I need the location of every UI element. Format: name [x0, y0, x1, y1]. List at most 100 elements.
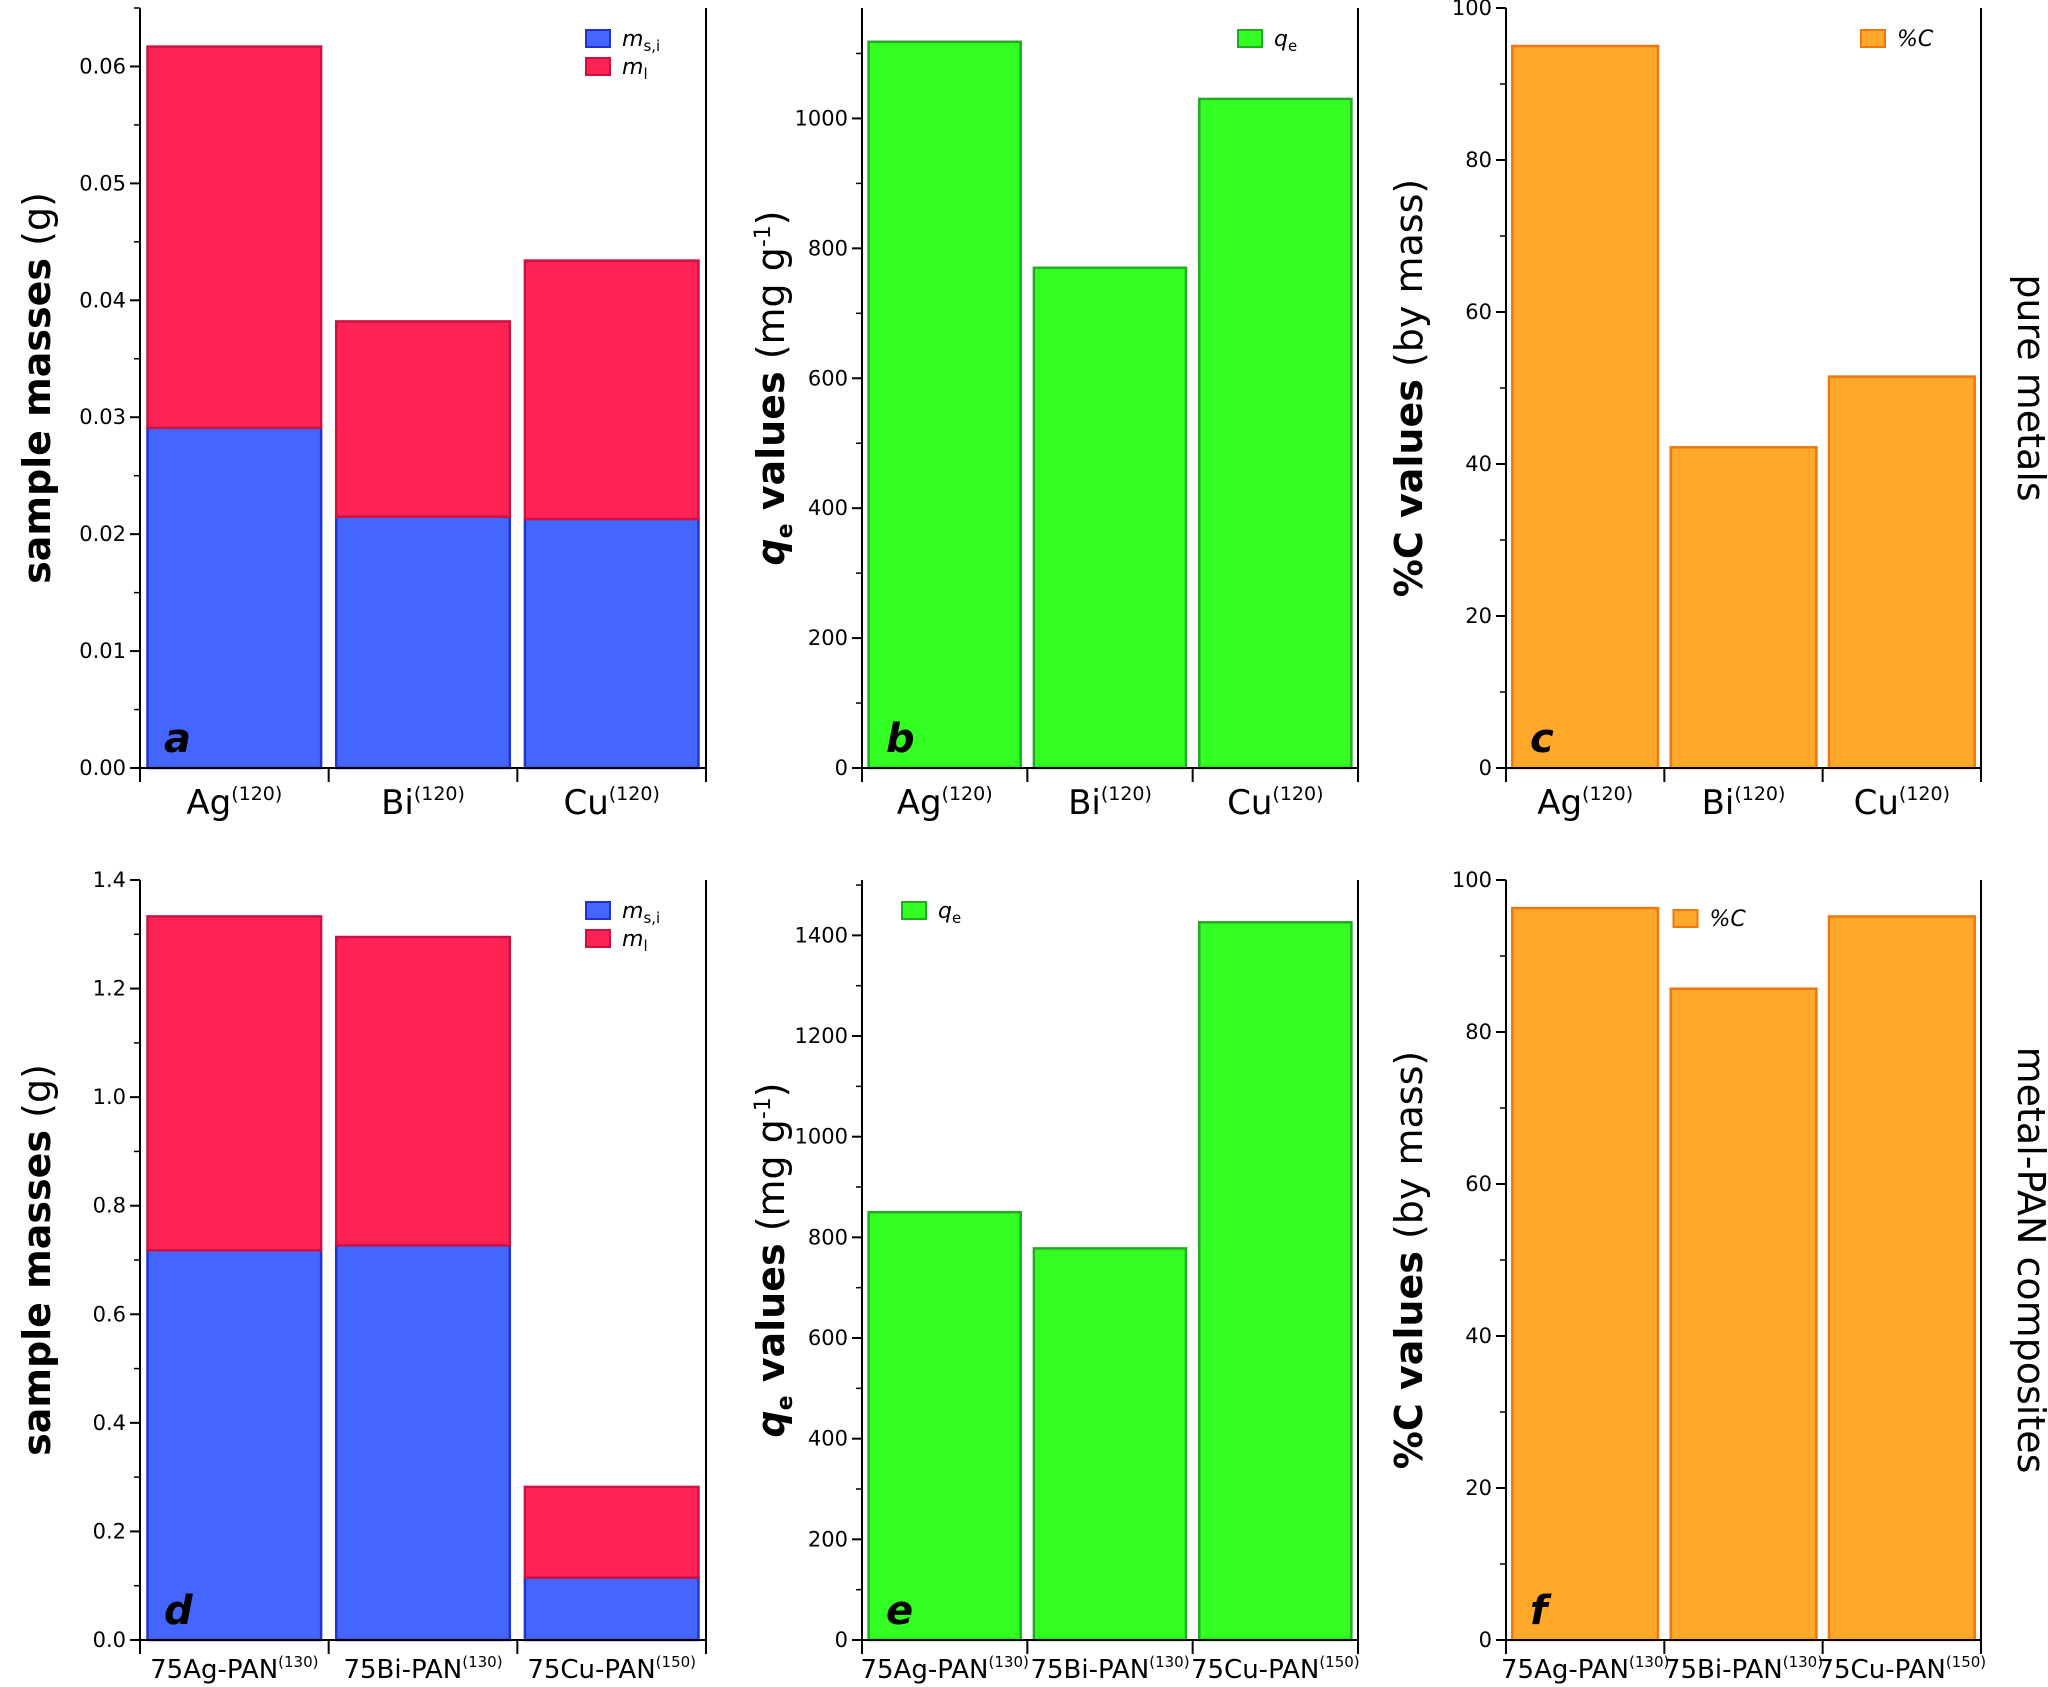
- x-tick-label: Bi(120): [1068, 783, 1152, 823]
- x-tick-label-base: 75Ag-PAN: [860, 1655, 988, 1685]
- ylabel-bold: values: [749, 371, 793, 523]
- y-tick-label: 20: [1465, 604, 1492, 628]
- x-tick-label: 75Bi-PAN(130): [1030, 1653, 1189, 1685]
- y-tick-label: 0.2: [93, 1519, 126, 1543]
- y-tick-label: 0: [1479, 1628, 1492, 1652]
- y-tick-label: 1200: [795, 1024, 848, 1048]
- y-axis-label: %C values (by mass): [1387, 1051, 1431, 1469]
- y-tick-label: 80: [1465, 148, 1492, 172]
- x-tick-label-sup: (150): [1946, 1653, 1986, 1671]
- legend-label: %C: [1710, 907, 1747, 932]
- x-tick-label: Ag(120): [1537, 783, 1633, 823]
- x-tick-label: Bi(120): [381, 783, 465, 823]
- y-tick-label: 100: [1452, 868, 1492, 892]
- legend-sub: e: [1288, 37, 1297, 55]
- legend-swatch: [901, 901, 927, 920]
- legend-sub: s,i: [643, 37, 660, 55]
- y-tick-label: 200: [808, 1527, 848, 1551]
- bar-d-0-0: [146, 1248, 323, 1642]
- x-tick-label: Ag(120): [897, 783, 993, 823]
- legend-label: %C: [1897, 27, 1934, 52]
- legend-name: %C: [1710, 907, 1747, 932]
- bar-c-0-0: [1511, 44, 1660, 770]
- x-tick-label-base: 75Cu-PAN: [1817, 1655, 1945, 1685]
- panel-f: 02040608010075Ag-PAN(130)75Bi-PAN(130)75…: [1387, 868, 1986, 1685]
- bar-e-0-1: [1032, 1247, 1188, 1642]
- y-tick-label: 80: [1465, 1020, 1492, 1044]
- panel-letter: f: [1530, 1588, 1552, 1634]
- x-tick-label: 75Bi-PAN(130): [1664, 1653, 1823, 1685]
- ylabel-bold: %C values: [1387, 1251, 1431, 1469]
- legend-sub: l: [643, 65, 647, 83]
- bar-f-0-2: [1827, 915, 1976, 1642]
- y-axis-label: qe values (mg g-1): [749, 210, 798, 565]
- x-tick-label-base: 75Ag-PAN: [150, 1655, 278, 1685]
- panel-letter: b: [886, 716, 915, 762]
- y-axis-label: sample masses (g): [15, 1064, 59, 1456]
- bar-a-1-1: [334, 320, 512, 518]
- y-tick-label: 200: [808, 626, 848, 650]
- x-tick-label: 75Ag-PAN(130): [1501, 1653, 1669, 1685]
- ylabel-sub: e: [773, 1396, 798, 1411]
- legend-name: m: [622, 899, 643, 924]
- ylabel-sup: -1: [751, 225, 776, 247]
- x-tick-label: Cu(120): [1854, 783, 1950, 823]
- bar-a-1-2: [523, 259, 700, 521]
- x-tick-label-sup: (150): [1319, 1653, 1359, 1671]
- legend-sub: e: [952, 909, 961, 927]
- x-tick-label-base: Bi: [1702, 783, 1735, 823]
- x-tick-label-base: 75Cu-PAN: [527, 1655, 655, 1685]
- x-tick-label: 75Cu-PAN(150): [1191, 1653, 1360, 1685]
- legend-name: q: [1274, 27, 1288, 52]
- x-tick-label-base: 75Ag-PAN: [1501, 1655, 1629, 1685]
- legend-swatch: [1860, 29, 1886, 48]
- y-tick-label: 0.00: [79, 756, 126, 780]
- bar-e-0-2: [1198, 921, 1353, 1642]
- y-tick-label: 0.03: [79, 405, 126, 429]
- legend-sub: l: [643, 937, 647, 955]
- panel-letter: e: [886, 1588, 913, 1634]
- y-tick-label: 40: [1465, 452, 1492, 476]
- x-tick-label-sup: (130): [1783, 1653, 1823, 1671]
- x-tick-label-base: 75Bi-PAN: [343, 1655, 462, 1685]
- legend-name: %C: [1897, 27, 1934, 52]
- y-tick-label: 0.04: [79, 288, 126, 312]
- ylabel-bold: %C values: [1387, 379, 1431, 597]
- y-tick-label: 800: [808, 236, 848, 260]
- x-tick-label: 75Ag-PAN(130): [150, 1653, 318, 1685]
- x-tick-label: 75Bi-PAN(130): [343, 1653, 502, 1685]
- y-tick-label: 1400: [795, 923, 848, 947]
- x-tick-label-base: Cu: [563, 783, 608, 823]
- bar-d-1-0: [146, 915, 323, 1252]
- legend-name: q: [938, 899, 952, 924]
- bar-f-0-0: [1511, 906, 1660, 1642]
- row-label-bottom: metal-PAN composites: [2009, 1047, 2048, 1474]
- bar-b-0-2: [1198, 97, 1353, 770]
- x-tick-label-sup: (120): [414, 783, 465, 805]
- bar-d-0-2: [523, 1576, 700, 1642]
- bar-a-0-1: [334, 515, 512, 770]
- x-tick-label-base: Cu: [1854, 783, 1899, 823]
- y-tick-label: 800: [808, 1225, 848, 1249]
- x-tick-label-sup: (120): [609, 783, 660, 805]
- y-tick-label: 0.06: [79, 54, 126, 78]
- ylabel-bold: sample masses: [15, 1130, 59, 1456]
- ylabel-normal: (by mass): [1387, 1051, 1431, 1251]
- y-tick-label: 40: [1465, 1324, 1492, 1348]
- x-tick-label-base: 75Bi-PAN: [1664, 1655, 1783, 1685]
- y-tick-label: 1.4: [93, 868, 126, 892]
- ylabel-normal: (mg g: [749, 247, 793, 371]
- x-tick-label-sup: (120): [1272, 783, 1323, 805]
- x-tick-label: Ag(120): [186, 783, 282, 823]
- legend-name: m: [622, 927, 643, 952]
- x-tick-label-sup: (130): [1629, 1653, 1669, 1671]
- y-tick-label: 0.8: [93, 1194, 126, 1218]
- bar-a-1-0: [146, 45, 323, 430]
- y-tick-label: 0.6: [93, 1302, 126, 1326]
- legend-name: m: [622, 27, 643, 52]
- legend-swatch: [585, 57, 611, 76]
- ylabel-sub: e: [773, 524, 798, 539]
- ylabel-q: q: [749, 538, 793, 565]
